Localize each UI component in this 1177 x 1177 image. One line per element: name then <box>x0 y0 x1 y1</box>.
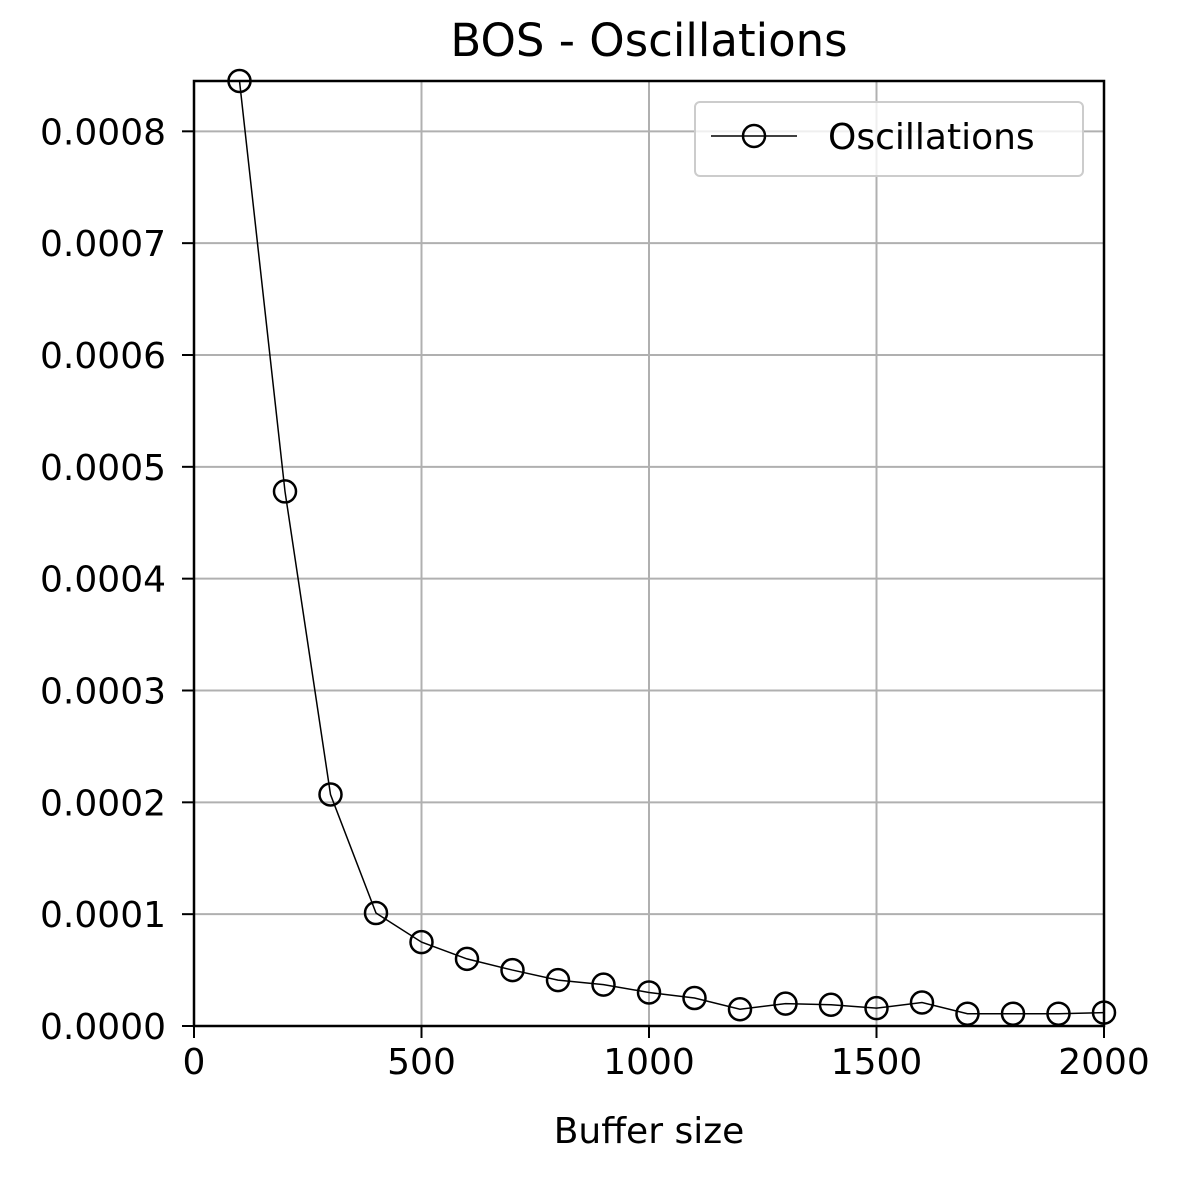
y-tick-label: 0.0008 <box>40 112 166 153</box>
legend-label: Oscillations <box>828 117 1035 158</box>
data-point <box>955 1001 980 1026</box>
data-point <box>727 996 753 1022</box>
x-tick-label: 1000 <box>603 1042 695 1083</box>
legend-box <box>694 101 1084 177</box>
data-point <box>363 900 389 926</box>
chart-title: BOS - Oscillations <box>450 14 847 67</box>
data-point <box>591 972 616 997</box>
x-tick-label: 1500 <box>831 1042 923 1083</box>
data-point <box>636 980 662 1005</box>
data-point <box>1000 1001 1026 1026</box>
data-point <box>909 990 935 1015</box>
y-tick-label: 0.0006 <box>40 336 166 377</box>
series-line <box>238 80 1105 1015</box>
ticks: 0 500 1000 1500 2000 0.0000 0.0001 0.0002 0.0003… <box>40 112 1150 1083</box>
x-tick-label: 500 <box>387 1042 456 1083</box>
data-point <box>864 995 889 1021</box>
series-oscillations <box>227 68 1117 1026</box>
data-point <box>318 782 343 807</box>
data-point <box>773 991 798 1016</box>
data-point <box>500 957 525 983</box>
data-point <box>272 479 298 504</box>
data-point <box>818 992 844 1018</box>
data-point <box>454 946 480 972</box>
y-tick-label: 0.0005 <box>40 448 166 489</box>
y-tick-label: 0.0007 <box>40 224 166 265</box>
x-axis-title: Buffer size <box>554 1111 745 1152</box>
data-point <box>1046 1001 1071 1026</box>
data-point <box>409 929 434 955</box>
data-point <box>545 967 571 993</box>
y-tick-label: 0.0001 <box>40 895 166 936</box>
legend: Oscillations <box>694 101 1084 177</box>
x-tick-label: 0 <box>183 1042 206 1083</box>
y-tick-label: 0.0002 <box>40 783 166 824</box>
x-tick-label: 2000 <box>1058 1042 1150 1083</box>
legend-marker-circle <box>741 123 767 149</box>
data-point <box>682 985 707 1011</box>
y-tick-label: 0.0000 <box>40 1007 166 1048</box>
grid <box>193 81 1105 1027</box>
y-tick-label: 0.0003 <box>40 671 166 712</box>
y-tick-label: 0.0004 <box>40 560 166 601</box>
